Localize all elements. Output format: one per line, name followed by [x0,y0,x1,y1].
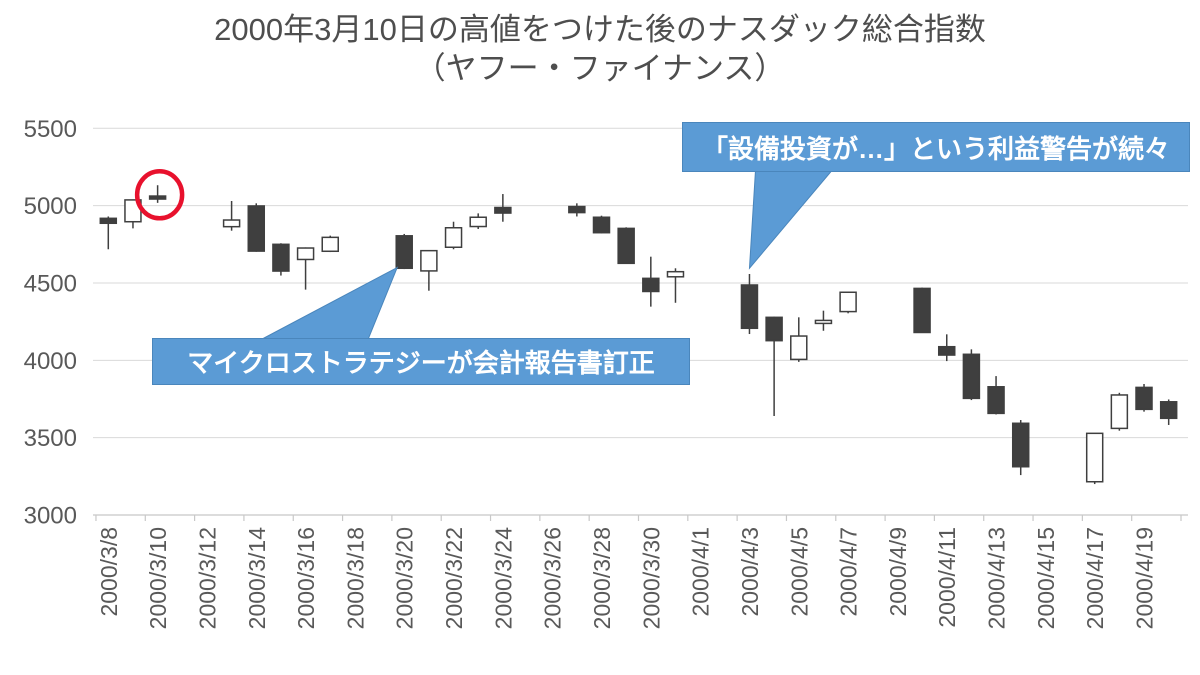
x-axis-label-2000/3/18: 2000/3/18 [342,527,368,629]
x-axis-label-2000/4/9: 2000/4/9 [885,527,911,617]
x-axis-label-2000/3/14: 2000/3/14 [244,527,270,630]
chart-title-line1: 2000年3月10日の高値をつけた後のナスダック総合指数 [214,12,986,47]
x-axis-label-2000/4/17: 2000/4/17 [1082,527,1108,629]
candle-body-2000/4/18 [1110,394,1129,430]
candle-body-2000/4/6 [814,319,833,325]
candle-body-2000/4/4 [765,316,783,342]
y-axis-label-4500: 4500 [24,270,77,297]
x-axis-label-2000/3/20: 2000/3/20 [392,527,418,629]
candle-body-2000/4/11 [937,345,956,356]
candle-body-2000/3/29 [617,227,635,265]
x-axis-label-2000/3/16: 2000/3/16 [293,527,319,629]
candle-body-2000/3/22 [444,227,463,248]
candle-body-2000/4/14 [1011,422,1030,468]
annotation-capex-warning-pointer [748,170,833,270]
annotation-microstrategy-pointer [261,266,399,340]
x-axis-label-2000/4/13: 2000/4/13 [984,527,1010,629]
candle-body-2000/3/21 [420,249,438,272]
x-axis-label-2000/4/5: 2000/4/5 [786,527,812,617]
y-axis-label-3000: 3000 [24,503,77,530]
x-axis-label-2000/4/3: 2000/4/3 [737,527,763,617]
candle-body-2000/4/10 [913,287,931,334]
x-axis-label-2000/4/19: 2000/4/19 [1132,527,1158,629]
chart-title-line2: （ヤフー・ファイナンス） [414,51,786,86]
annotation-microstrategy-callout: マイクロストラテジーが会計報告書訂正 [152,338,690,385]
candle-body-2000/3/24 [494,206,512,214]
x-axis-label-2000/3/28: 2000/3/28 [589,527,615,629]
candle-body-2000/3/30 [642,277,660,293]
candle-body-2000/3/13 [222,219,241,228]
candle-body-2000/4/3 [740,284,759,330]
high-red-circle-marker [134,169,185,221]
candle-body-2000/3/17 [321,236,339,253]
candle-body-2000/4/5 [790,335,808,361]
y-axis-label-4000: 4000 [24,348,77,375]
candle-body-2000/3/15 [272,243,290,272]
x-axis-label-2000/3/24: 2000/3/24 [490,527,516,630]
candle-body-2000/3/16 [296,247,315,261]
annotation-capex-warning-callout: 「設備投資が…」という利益警告が続々 [682,122,1190,172]
x-axis-label-2000/3/30: 2000/3/30 [638,527,664,629]
candle-body-2000/3/20 [395,235,413,270]
y-axis-label-5500: 5500 [24,116,77,143]
candle-body-2000/4/19 [1135,386,1153,411]
x-axis-label-2000/3/22: 2000/3/22 [441,527,467,629]
candle-body-2000/4/12 [962,353,981,400]
candle-body-2000/3/23 [469,216,487,228]
candle-body-2000/3/31 [666,270,685,278]
x-axis-label-2000/3/26: 2000/3/26 [540,527,566,629]
y-axis-label-5000: 5000 [24,193,77,220]
x-axis-label-2000/4/11: 2000/4/11 [934,527,960,628]
candle-body-2000/3/28 [592,216,611,234]
x-axis-label-2000/3/10: 2000/3/10 [145,527,171,629]
y-axis-label-3500: 3500 [24,425,77,452]
candle-body-2000/4/17 [1085,432,1104,483]
candle-body-2000/3/10 [148,195,167,200]
x-axis-label-2000/4/1: 2000/4/1 [688,527,714,617]
candle-body-2000/4/7 [839,291,857,313]
x-axis-label-2000/3/8: 2000/3/8 [96,527,122,617]
candle-body-2000/3/8 [99,217,118,225]
candle-body-2000/3/14 [247,205,266,252]
chart-title: 2000年3月10日の高値をつけた後のナスダック総合指数 （ヤフー・ファイナンス… [0,10,1200,88]
x-axis-label-2000/3/12: 2000/3/12 [194,527,220,629]
x-axis-label-2000/4/7: 2000/4/7 [836,527,862,617]
x-axis-label-2000/4/15: 2000/4/15 [1033,527,1059,629]
candle-body-2000/4/13 [987,386,1005,415]
candle-body-2000/3/27 [568,205,586,214]
candle-body-2000/4/20 [1159,401,1178,420]
